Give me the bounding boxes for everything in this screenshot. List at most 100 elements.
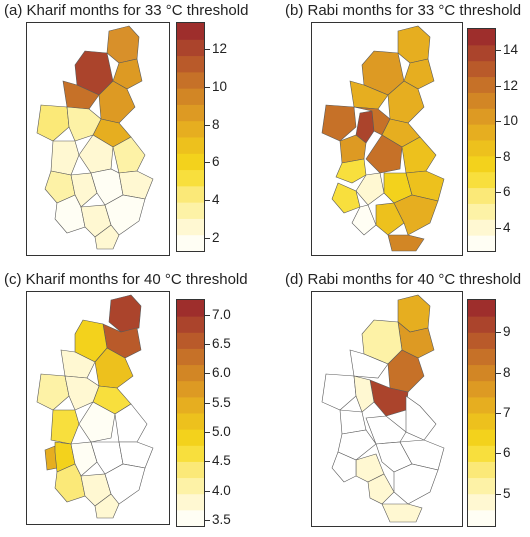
legend-tick-label: 12 bbox=[503, 77, 519, 93]
district-shape bbox=[381, 503, 423, 523]
district-shape bbox=[397, 25, 431, 64]
district-shape bbox=[365, 415, 407, 445]
panel-title: (b) Rabi months for 33 °C threshold bbox=[285, 2, 522, 19]
district-shape bbox=[399, 439, 445, 471]
legend-color-step bbox=[177, 348, 204, 366]
legend-color-step bbox=[468, 461, 495, 479]
legend-color-step bbox=[177, 380, 204, 398]
legend-color-step bbox=[177, 396, 204, 414]
district-shape bbox=[321, 373, 357, 411]
legend-color-step bbox=[468, 332, 495, 349]
legend-color-step bbox=[177, 120, 204, 138]
district-shape bbox=[375, 202, 405, 236]
district-shape bbox=[365, 134, 403, 174]
district-map bbox=[26, 22, 170, 256]
legend-tick-mark bbox=[496, 493, 501, 495]
legend-tick-mark bbox=[205, 314, 210, 316]
legend-color-step bbox=[468, 396, 495, 414]
legend-tick-label: 7.0 bbox=[212, 306, 231, 322]
legend-tick-mark bbox=[496, 227, 501, 229]
district-shape bbox=[70, 441, 98, 477]
legend-color-step bbox=[468, 509, 495, 526]
legend-color-step bbox=[177, 218, 204, 236]
legend-color-step bbox=[468, 108, 495, 125]
legend-tick-mark bbox=[205, 124, 210, 126]
legend-tick-mark bbox=[205, 200, 210, 202]
legend-color-step bbox=[468, 380, 495, 398]
legend-tick-label: 7 bbox=[503, 405, 511, 420]
legend-tick-label: 4 bbox=[212, 192, 220, 208]
legend-color-step bbox=[177, 104, 204, 122]
legend-color-step bbox=[468, 171, 495, 189]
legend-color-step bbox=[468, 60, 495, 78]
panel-title: (d) Rabi months for 40 °C threshold bbox=[285, 271, 522, 288]
district-shape bbox=[114, 403, 148, 443]
legend-gradient bbox=[468, 29, 495, 251]
legend-color-step bbox=[468, 477, 495, 495]
legend-color-step bbox=[177, 39, 204, 57]
color-legend bbox=[467, 28, 496, 252]
district-shape bbox=[351, 204, 377, 236]
district-shape bbox=[112, 58, 143, 90]
legend-tick-mark bbox=[205, 237, 210, 239]
district-shape bbox=[331, 451, 357, 483]
district-regions bbox=[321, 294, 445, 523]
legend-color-step bbox=[177, 55, 204, 73]
district-shape bbox=[50, 409, 80, 445]
legend-tick-label: 5 bbox=[503, 485, 511, 501]
legend-tick-mark bbox=[205, 162, 210, 164]
panel-title: (a) Kharif months for 33 °C threshold bbox=[4, 2, 249, 19]
legend-tick-mark bbox=[205, 87, 210, 89]
legend-tick-mark bbox=[496, 372, 501, 374]
legend-color-step bbox=[177, 169, 204, 187]
legend-color-step bbox=[468, 187, 495, 204]
district-shape bbox=[393, 194, 439, 236]
district-shape bbox=[367, 473, 395, 505]
district-regions bbox=[36, 294, 154, 519]
legend-color-step bbox=[177, 23, 204, 40]
legend-color-step bbox=[468, 413, 495, 430]
legend-color-step bbox=[468, 364, 495, 382]
legend-color-step bbox=[468, 235, 495, 251]
legend-color-step bbox=[177, 364, 204, 382]
district-map bbox=[26, 291, 170, 525]
legend-color-step bbox=[468, 300, 495, 317]
district-shape bbox=[349, 80, 389, 110]
district-map bbox=[311, 22, 463, 256]
district-shape bbox=[70, 172, 98, 208]
legend-color-step bbox=[468, 348, 495, 366]
legend-tick-mark bbox=[496, 453, 501, 455]
legend-color-step bbox=[468, 445, 495, 462]
legend-tick-label: 6.5 bbox=[212, 336, 231, 352]
legend-tick-mark bbox=[205, 373, 210, 375]
legend-color-step bbox=[468, 203, 495, 220]
legend-tick-label: 9 bbox=[503, 324, 511, 340]
legend-gradient bbox=[468, 300, 495, 526]
legend-color-step bbox=[177, 316, 204, 333]
legend-color-step bbox=[468, 316, 495, 333]
color-legend bbox=[176, 22, 205, 252]
legend-tick-mark bbox=[496, 192, 501, 194]
district-shape bbox=[108, 294, 142, 333]
legend-tick-mark bbox=[205, 461, 210, 463]
legend-tick-mark bbox=[205, 432, 210, 434]
legend-color-step bbox=[177, 202, 204, 219]
legend-color-step bbox=[177, 137, 204, 154]
legend-tick-label: 6.0 bbox=[212, 365, 231, 381]
district-shape bbox=[36, 104, 70, 142]
district-shape bbox=[339, 134, 367, 164]
legend-tick-label: 14 bbox=[503, 42, 519, 58]
legend-tick-mark bbox=[205, 490, 210, 492]
legend-tick-label: 8 bbox=[503, 364, 511, 380]
legend-color-step bbox=[177, 332, 204, 349]
district-shape bbox=[331, 182, 361, 214]
legend-tick-mark bbox=[205, 344, 210, 346]
legend-tick-label: 4.0 bbox=[212, 482, 231, 498]
legend-tick-label: 8 bbox=[503, 148, 511, 164]
district-shape bbox=[118, 170, 154, 200]
legend-color-step bbox=[468, 493, 495, 511]
legend-color-step bbox=[177, 71, 204, 89]
legend-tick-mark bbox=[496, 413, 501, 414]
color-legend bbox=[467, 299, 496, 527]
district-shape bbox=[60, 349, 96, 379]
